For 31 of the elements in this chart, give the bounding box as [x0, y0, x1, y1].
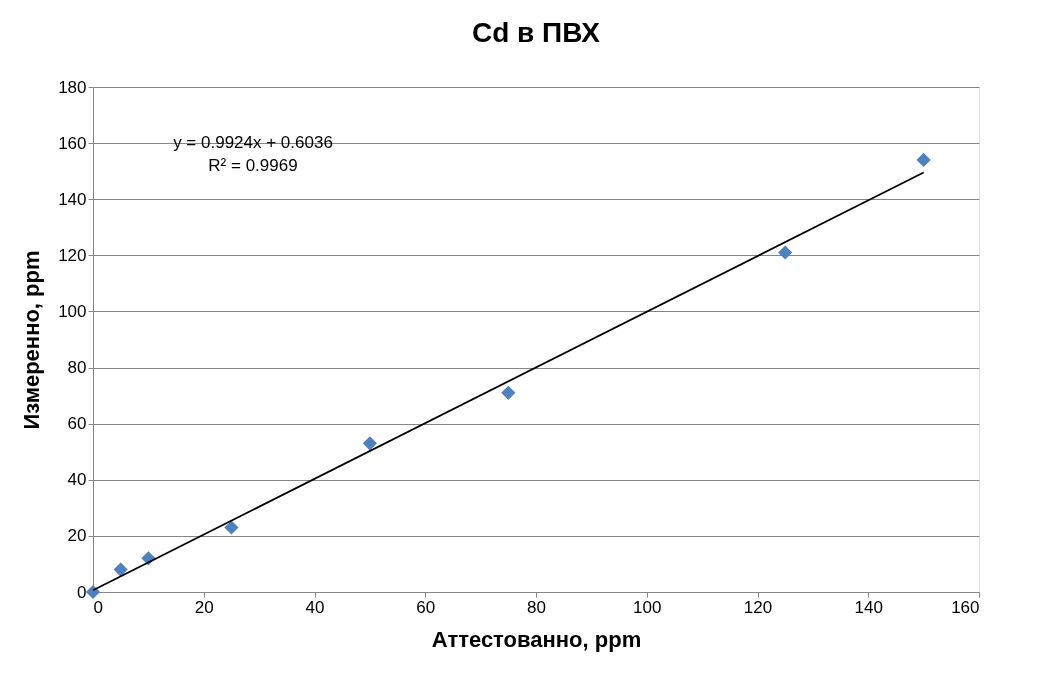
point: [85, 584, 101, 600]
x-tick-label: 0: [93, 597, 103, 617]
y-tick-label: 140: [58, 189, 87, 209]
x-tick-label: 120: [743, 597, 773, 617]
y-tick-label: 160: [58, 133, 87, 153]
x-axis-title: Аттестованно, ppm: [431, 626, 642, 652]
point: [362, 436, 377, 451]
point: [501, 385, 516, 400]
point: [113, 562, 128, 577]
x-tick-label: 20: [194, 597, 214, 617]
annotation: y = 0.9924x + 0.6036: [173, 133, 333, 152]
y-tick-label: 60: [67, 414, 87, 434]
y-tick-label: 0: [77, 582, 87, 602]
y-tick-label: 20: [67, 526, 87, 546]
y-tick-label: 120: [58, 245, 87, 265]
y-axis-title: Измеренно, ppm: [19, 250, 45, 430]
x-tick-label: 40: [305, 597, 325, 617]
x-tick-label: 60: [416, 597, 436, 617]
y-tick-label: 80: [67, 358, 87, 378]
chart-title: Cd в ПВХ: [471, 17, 601, 48]
y-tick-label: 40: [67, 470, 87, 490]
x-tick-label: 140: [854, 597, 883, 617]
x-tick-label: 160: [951, 597, 980, 617]
x-tick-label: 80: [527, 597, 546, 617]
y-tick-label: 180: [58, 77, 87, 97]
y-tick-label: 100: [58, 301, 87, 321]
x-tick-label: 100: [633, 597, 662, 617]
point: [778, 245, 793, 260]
annotation: R² = 0.9969: [208, 156, 298, 175]
point: [224, 520, 239, 535]
point: [916, 152, 931, 168]
